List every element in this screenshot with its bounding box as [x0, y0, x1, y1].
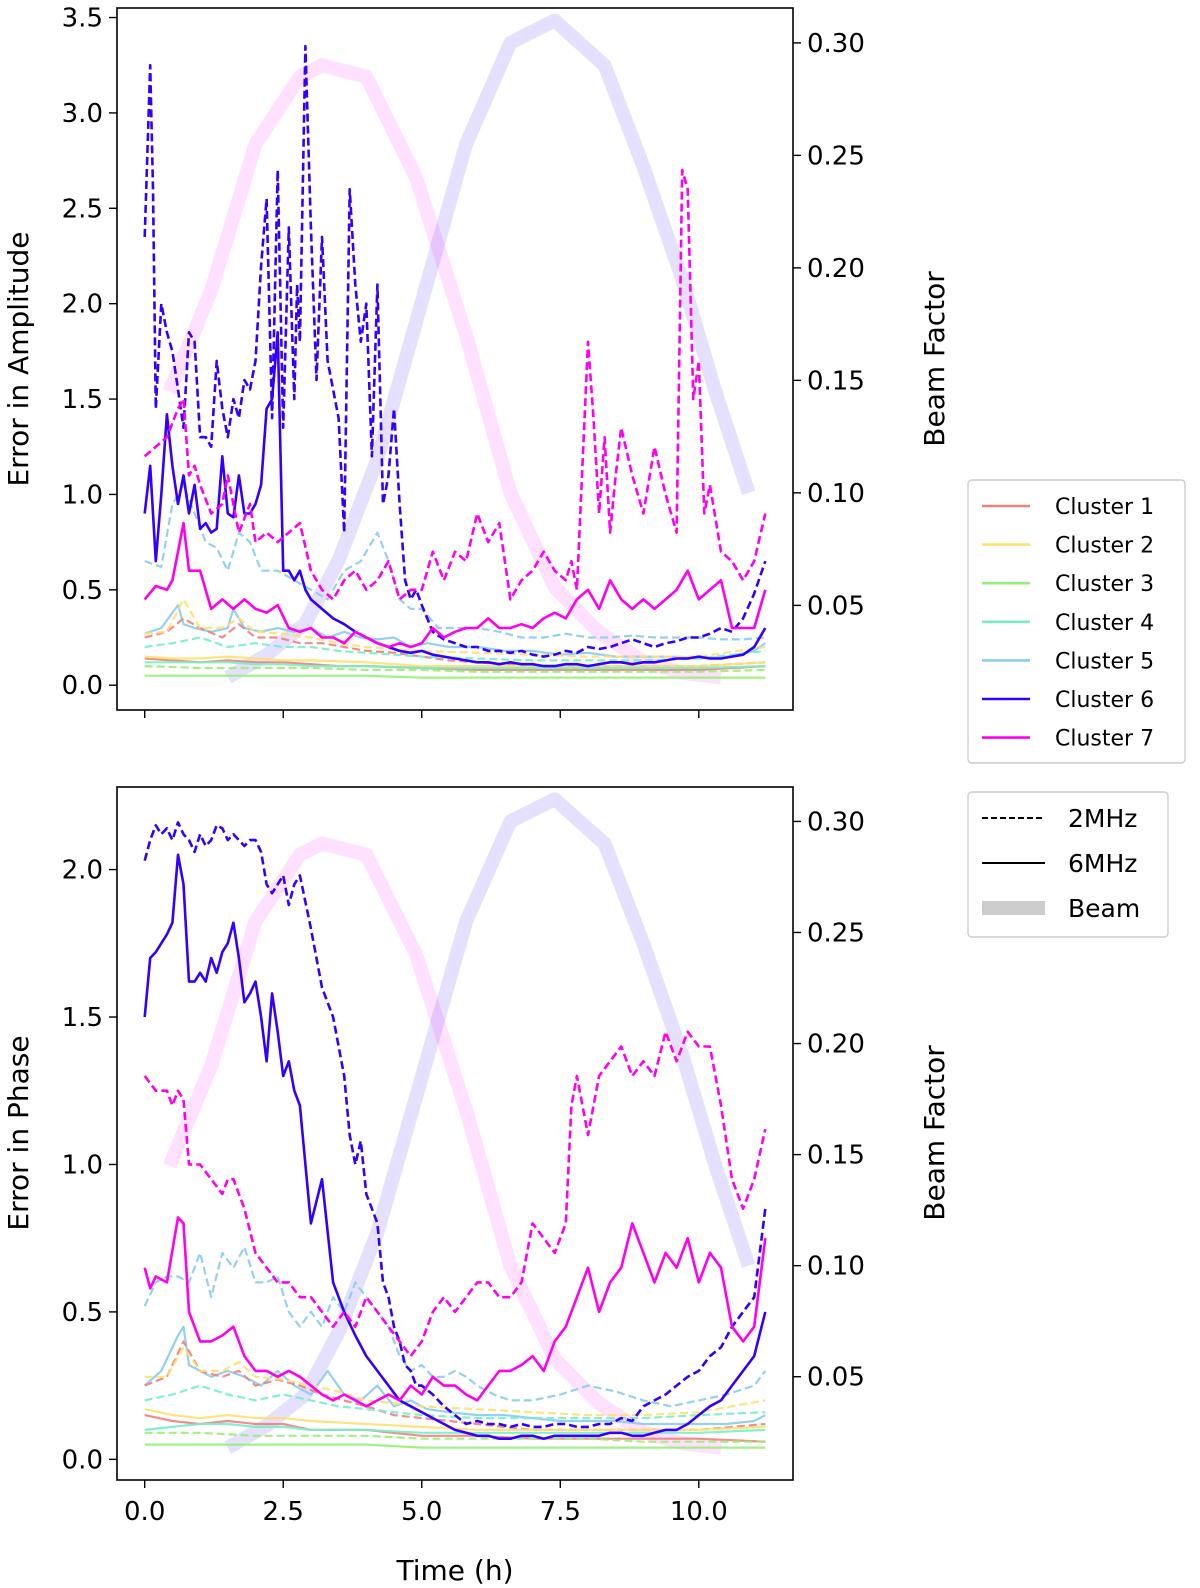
x-tick-label: 7.5 [540, 1497, 581, 1527]
series-lines [143, 44, 767, 679]
y2-tick-label: 0.20 [807, 1030, 865, 1060]
legend-label: Cluster 7 [1055, 727, 1154, 752]
y-tick-label: 2.5 [62, 194, 103, 224]
y-axis-ticks: 0.0 0.5 1.0 1.5 2.0 2.5 3.0 3.5 [62, 4, 117, 701]
legend-label: Cluster 3 [1055, 572, 1154, 597]
y2-tick-label: 0.30 [807, 29, 865, 59]
series-line-cluster-3-2mhz [144, 1431, 766, 1443]
series-line-cluster-2-2mhz [144, 1346, 766, 1417]
legend-label: 6MHz [1068, 849, 1137, 878]
series-line-cluster-4-6mhz [144, 661, 766, 670]
y-tick-label: 1.5 [62, 385, 103, 415]
y-tick-label: 0.0 [62, 671, 103, 701]
series-line-cluster-2-2mhz [144, 598, 766, 658]
x-axis-ticks: 0.0 2.5 5.0 7.5 10.0 [124, 1480, 728, 1527]
y2-tick-label: 0.10 [807, 1252, 865, 1282]
legend-label: Cluster 1 [1055, 495, 1154, 520]
y2-tick-label: 0.25 [807, 141, 865, 171]
legend-frame [967, 791, 1169, 938]
legend-frame [967, 479, 1186, 764]
plot-frame [116, 786, 794, 1481]
y-tick-label: 1.0 [62, 1150, 103, 1180]
series-line-cluster-2-6mhz [144, 1408, 766, 1432]
x-tick-label: 5.0 [401, 1497, 442, 1527]
y-tick-label: 3.0 [62, 99, 103, 129]
beam-curve-2 [224, 13, 756, 684]
y2-axis-ticks: 0.05 0.10 0.15 0.20 0.25 0.30 [793, 29, 865, 621]
amplitude-panel: 0.0 0.5 1.0 1.5 2.0 2.5 3.0 3.5 0.05 0.10 0.15 0.2… [2, 4, 951, 718]
legend-label: Cluster 5 [1055, 649, 1154, 674]
series-line-cluster-7-6mhz [143, 521, 767, 649]
x-tick-label: 10.0 [670, 1497, 728, 1527]
series-line-cluster-7-6mhz [143, 1216, 767, 1408]
y2-axis-title: Beam Factor [918, 1045, 951, 1221]
series-line-cluster-6-6mhz [143, 853, 767, 1440]
y2-tick-label: 0.25 [807, 918, 865, 948]
series-line-cluster-7-2mhz [143, 168, 767, 601]
y2-tick-label: 0.20 [807, 254, 865, 284]
y-tick-label: 1.0 [62, 480, 103, 510]
y2-tick-label: 0.10 [807, 479, 865, 509]
y2-tick-label: 0.30 [807, 807, 865, 837]
y-axis-title: Error in Amplitude [2, 231, 35, 486]
y-axis-title: Error in Phase [2, 1035, 35, 1230]
y-tick-label: 0.0 [62, 1445, 103, 1475]
series-line-cluster-7-2mhz [143, 1030, 767, 1358]
series-line-cluster-3-6mhz [144, 674, 766, 679]
beam-curve-1 [163, 836, 722, 1455]
series-line-cluster-3-2mhz [144, 665, 766, 673]
series-line-cluster-6-2mhz [143, 821, 767, 1429]
y-tick-label: 0.5 [62, 576, 103, 606]
legend-label: Cluster 4 [1055, 611, 1154, 636]
y2-axis-title: Beam Factor [918, 271, 951, 447]
y-axis-ticks: 0.0 0.5 1.0 1.5 2.0 [62, 856, 117, 1475]
legend-label: 2MHz [1068, 804, 1137, 833]
series-line-cluster-2-6mhz [144, 655, 766, 668]
legend-label: Cluster 2 [1055, 534, 1154, 559]
cluster-legend: Cluster 1 Cluster 2 Cluster 3 Cluster 4 Clus… [967, 479, 1186, 764]
y-tick-label: 2.0 [62, 290, 103, 320]
y2-tick-label: 0.05 [807, 1363, 865, 1393]
plot-frame [116, 7, 794, 711]
series-line-cluster-3-6mhz [144, 1443, 766, 1449]
style-legend: 2MHz 6MHz Beam [967, 791, 1169, 938]
series-line-cluster-4-2mhz [144, 636, 766, 662]
y2-tick-label: 0.05 [807, 591, 865, 621]
x-axis-title: Time (h) [395, 1554, 513, 1587]
phase-panel: 0.0 2.5 5.0 7.5 10.0 0.0 0.5 1.0 1.5 2.0 0.05 0.1… [2, 786, 951, 1587]
y-tick-label: 3.5 [62, 4, 103, 34]
y-tick-label: 2.0 [62, 856, 103, 886]
legend-label: Cluster 6 [1055, 688, 1154, 713]
series-line-cluster-6-2mhz [143, 44, 767, 658]
legend-label: Beam [1068, 894, 1140, 923]
x-axis-ticks [144, 710, 700, 718]
y-tick-label: 0.5 [62, 1298, 103, 1328]
x-tick-label: 2.5 [263, 1497, 304, 1527]
x-tick-label: 0.0 [124, 1497, 165, 1527]
y2-tick-label: 0.15 [807, 1141, 865, 1171]
series-lines [143, 821, 767, 1449]
y-tick-label: 1.5 [62, 1003, 103, 1033]
y2-tick-label: 0.15 [807, 366, 865, 396]
y2-axis-ticks: 0.05 0.10 0.15 0.20 0.25 0.30 [793, 807, 865, 1393]
